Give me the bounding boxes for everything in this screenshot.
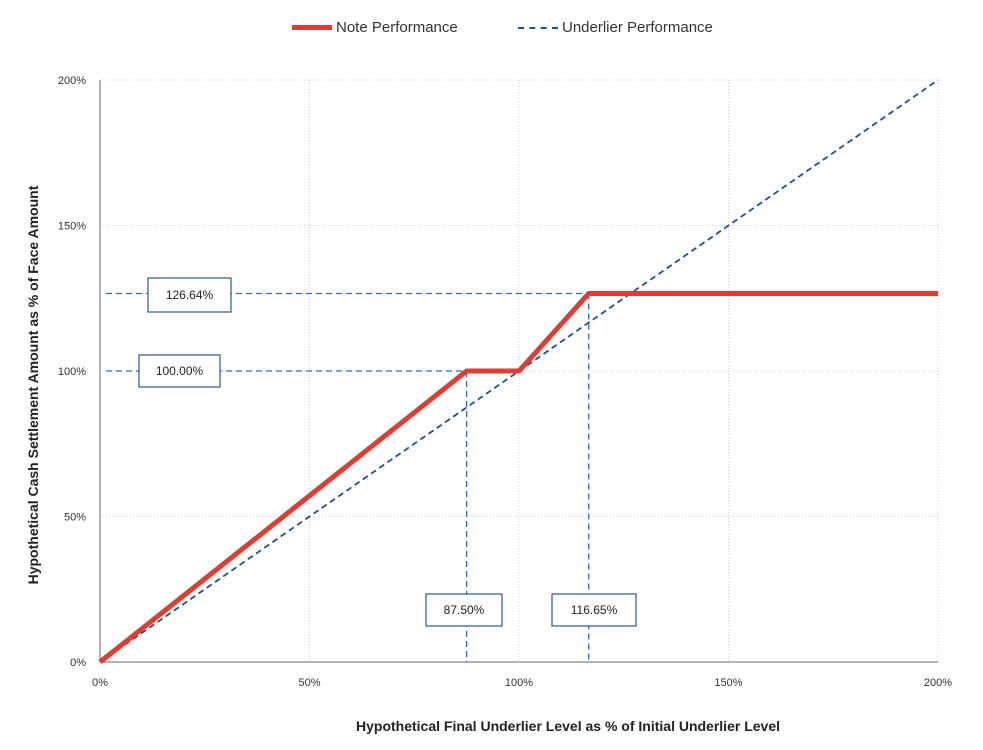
legend-underlier-label: Underlier Performance (562, 19, 713, 36)
x-tick-label: 0% (92, 677, 108, 689)
legend-solid-line-icon (292, 25, 332, 30)
series-note-performance-line (98, 290, 938, 664)
annotation-label: 100.00% (156, 364, 204, 378)
annotation-box (138, 354, 221, 388)
annotation-box (147, 277, 232, 313)
y-tick-label: 100% (58, 366, 86, 378)
x-axis-title: Hypothetical Final Underlier Level as % … (355, 718, 781, 734)
x-tick-label: 50% (298, 677, 320, 689)
legend-note-label: Note Performance (336, 19, 458, 36)
annotation-box (425, 593, 503, 627)
legend-note-performance: Note Performance (292, 19, 458, 36)
annotation-label: 87.50% (444, 603, 485, 617)
x-tick-label: 200% (924, 677, 952, 689)
legend-dashed-line-icon (518, 26, 558, 29)
y-tick-label: 200% (58, 75, 86, 87)
y-tick-label: 0% (70, 657, 86, 669)
y-tick-label: 150% (58, 221, 86, 233)
y-axis-title: Hypothetical Cash Settlement Amount as %… (25, 185, 41, 585)
x-tick-label: 150% (714, 677, 742, 689)
legend-underlier-performance: Underlier Performance (518, 19, 713, 36)
annotation-label: 116.65% (571, 603, 618, 617)
x-tick-label: 100% (505, 677, 533, 689)
annotation-label: 126.64% (166, 288, 214, 302)
annotation-box (551, 593, 637, 627)
chart-legend: Note Performance Underlier Performance (0, 19, 983, 41)
y-tick-label: 50% (64, 512, 86, 524)
